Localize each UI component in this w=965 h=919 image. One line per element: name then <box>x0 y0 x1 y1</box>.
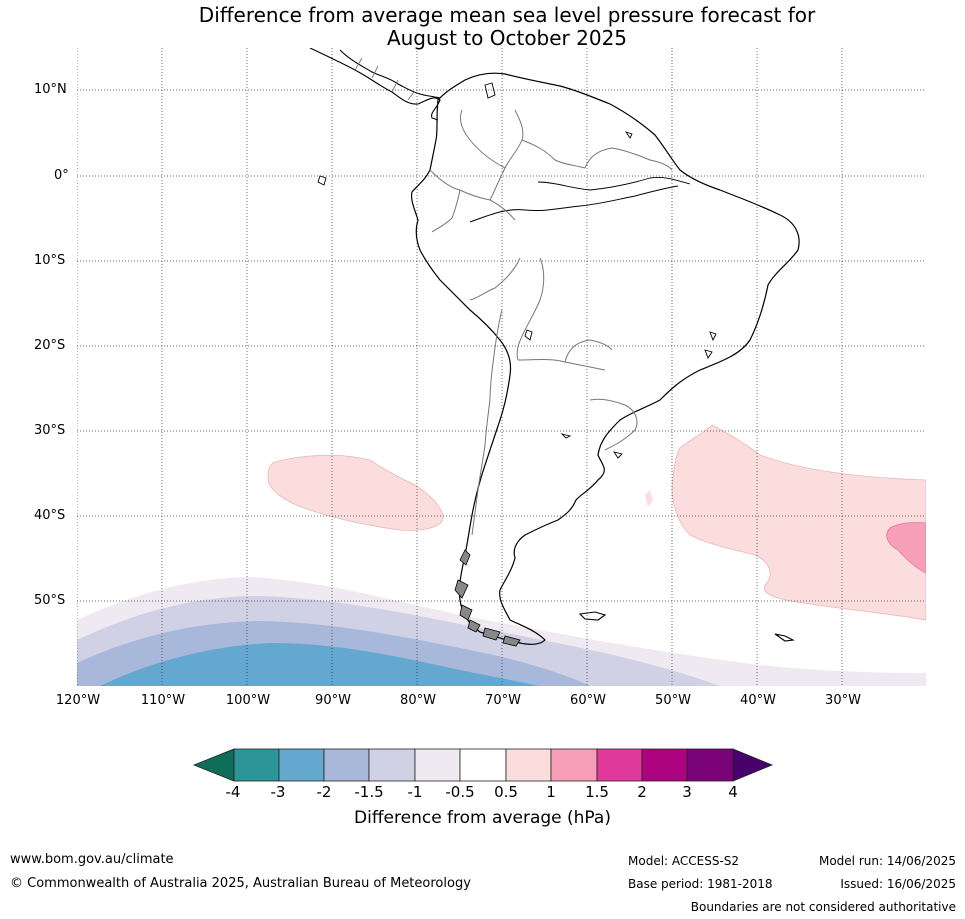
colorbar-bin-minus-3 <box>278 748 325 782</box>
lakes <box>317 82 717 459</box>
colorbar-tick: 3 <box>682 783 692 801</box>
colorbar-tick: 0.5 <box>494 783 518 801</box>
base-period-text: Base period: 1981-2018 <box>628 877 773 891</box>
central-america-coastline-north <box>339 49 441 99</box>
lon-label-40w: 40°W <box>740 693 776 708</box>
lon-label-90w: 90°W <box>315 693 351 708</box>
anomaly-pacific-plus-0-5 <box>267 454 444 531</box>
chilean-archipelago <box>454 549 521 647</box>
colorbar-bin-minus-0-5 <box>459 748 507 782</box>
central-america-coastline <box>309 48 441 121</box>
lon-label-30w: 30°W <box>825 693 861 708</box>
colorbar-bin-plus-1 <box>550 748 598 782</box>
colorbar-bin-plus-0-5 <box>505 748 552 782</box>
lon-label-120w: 120°W <box>55 693 101 708</box>
colorbar-tick: -4 <box>225 783 241 801</box>
page-title: Difference from average mean sea level p… <box>0 4 965 50</box>
colorbar-tick: -1 <box>407 783 423 801</box>
central-america-borders <box>354 57 415 101</box>
lat-label-50s: 50°S <box>34 593 66 608</box>
amazon-river <box>469 185 679 223</box>
colorbar-bin-plus-2 <box>641 748 688 782</box>
colorbar-tick: -2 <box>316 783 332 801</box>
anomaly-atlantic-plus-0-5 <box>671 424 926 621</box>
anomaly-fields <box>77 48 926 686</box>
model-run-text: Model run: 14/06/2025 <box>818 854 956 868</box>
south-america-coastline <box>410 72 800 645</box>
colorbar-bin-plus-1-5 <box>596 748 643 782</box>
lat-label-0: 0° <box>54 168 69 183</box>
graticule <box>77 48 926 686</box>
colorbar-tick: -1.5 <box>354 783 384 801</box>
colorbar-tick: 2 <box>637 783 647 801</box>
colorbar-tick: 1 <box>546 783 556 801</box>
anomaly-band-minus-2 <box>100 643 540 686</box>
colorbar-tick: -0.5 <box>445 783 475 801</box>
colorbar-tick: 1.5 <box>585 783 609 801</box>
colorbar-bin-minus-1-5 <box>368 748 416 782</box>
falkland-islands <box>578 611 607 621</box>
model-text: Model: ACCESS-S2 <box>628 854 740 868</box>
lon-label-70w: 70°W <box>485 693 521 708</box>
anomaly-small-blob <box>645 490 653 507</box>
disclaimer-text: Boundaries are not considered authoritat… <box>690 900 956 914</box>
colorbar-bin-plus-3 <box>686 748 734 782</box>
lon-label-50w: 50°W <box>655 693 691 708</box>
title-line-2: August to October 2025 <box>386 26 628 50</box>
colorbar-tick: -3 <box>270 783 286 801</box>
copyright-text: © Commonwealth of Australia 2025, Austra… <box>10 876 471 891</box>
colorbar-bin-minus-4 <box>233 748 280 782</box>
colorbar <box>192 748 774 782</box>
colorbar-bin-minus-1 <box>414 748 461 782</box>
south-america-borders <box>429 109 673 536</box>
lat-label-20s: 20°S <box>34 338 66 353</box>
colorbar-label: Difference from average (hPa) <box>354 808 611 828</box>
south-georgia <box>774 633 795 642</box>
lon-label-110w: 110°W <box>140 693 186 708</box>
website-link[interactable]: www.bom.gov.au/climate <box>10 852 174 867</box>
lat-label-30s: 30°S <box>34 423 66 438</box>
anomaly-atlantic-plus-1 <box>886 522 926 574</box>
lon-label-60w: 60°W <box>570 693 606 708</box>
colorbar-bin-minus-2 <box>323 748 370 782</box>
lon-label-100w: 100°W <box>225 693 271 708</box>
issued-text: Issued: 16/06/2025 <box>840 877 956 891</box>
amazon-river-north <box>537 177 691 191</box>
lat-label-40s: 40°S <box>34 508 66 523</box>
lat-label-10n: 10°N <box>34 82 67 97</box>
colorbar-extend-high <box>732 748 774 782</box>
title-line-1: Difference from average mean sea level p… <box>198 3 816 27</box>
colorbar-extend-low <box>192 748 235 782</box>
lon-label-80w: 80°W <box>400 693 436 708</box>
colorbar-tick: 4 <box>728 783 738 801</box>
lat-label-10s: 10°S <box>34 253 66 268</box>
